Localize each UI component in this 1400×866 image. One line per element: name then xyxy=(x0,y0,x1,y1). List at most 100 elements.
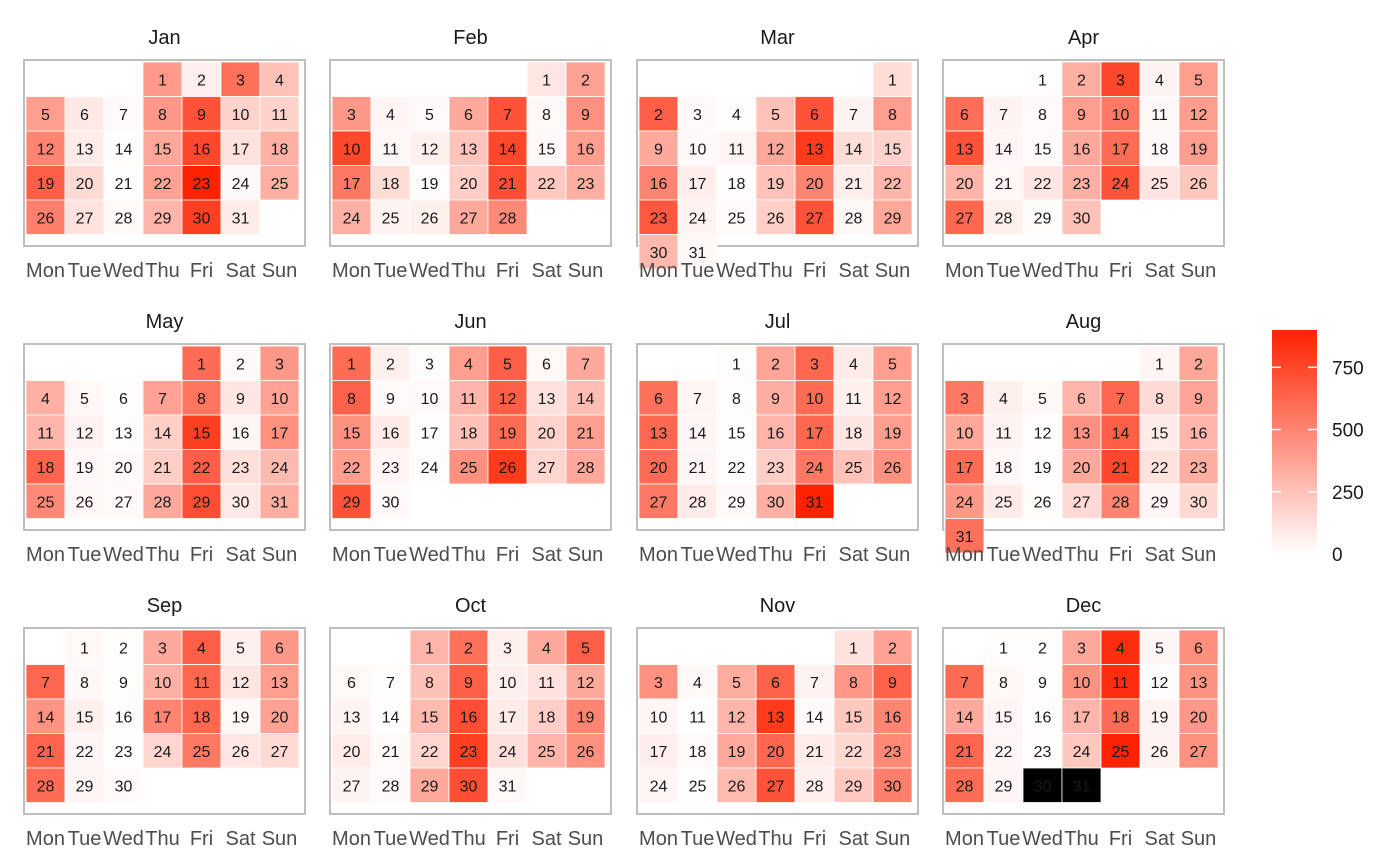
day-number: 8 xyxy=(347,391,356,408)
weekday-label: Wed xyxy=(1022,544,1063,566)
day-number: 9 xyxy=(654,141,663,158)
day-number: 29 xyxy=(193,494,211,511)
day-number: 3 xyxy=(158,640,167,657)
day-number: 9 xyxy=(197,107,206,124)
day-number: 18 xyxy=(37,460,55,477)
day-cell xyxy=(181,199,222,235)
day-cell xyxy=(142,165,183,201)
day-number: 4 xyxy=(542,640,551,657)
weekday-label: Sun xyxy=(568,260,604,282)
day-number: 24 xyxy=(343,210,361,227)
weekday-label: Mon xyxy=(26,260,65,282)
day-number: 2 xyxy=(888,640,897,657)
day-number: 18 xyxy=(382,176,400,193)
weekday-label: Sun xyxy=(262,260,298,282)
day-number: 10 xyxy=(343,141,361,158)
day-number: 1 xyxy=(849,640,858,657)
day-cell xyxy=(794,165,835,201)
day-number: 7 xyxy=(41,675,50,692)
day-number: 24 xyxy=(1073,744,1091,761)
day-number: 8 xyxy=(197,391,206,408)
day-cell xyxy=(1139,96,1180,132)
day-number: 1 xyxy=(197,356,206,373)
day-number: 10 xyxy=(1112,107,1130,124)
day-number: 7 xyxy=(999,107,1008,124)
day-number: 17 xyxy=(499,709,517,726)
day-number: 23 xyxy=(577,176,595,193)
day-number: 7 xyxy=(960,675,969,692)
day-cell xyxy=(1061,165,1102,201)
day-number: 3 xyxy=(1116,72,1125,89)
day-cell xyxy=(409,449,450,485)
day-number: 17 xyxy=(421,425,439,442)
weekday-label: Mon xyxy=(26,544,65,566)
day-cell xyxy=(487,664,528,700)
weekday-label: Wed xyxy=(409,544,450,566)
day-cell xyxy=(526,664,567,700)
day-cell xyxy=(1022,165,1063,201)
day-cell xyxy=(409,199,450,235)
day-number: 29 xyxy=(995,778,1013,795)
day-number: 13 xyxy=(650,425,668,442)
day-number: 22 xyxy=(1034,176,1052,193)
day-number: 10 xyxy=(271,391,289,408)
day-cell xyxy=(1022,664,1063,700)
day-number: 7 xyxy=(503,107,512,124)
day-number: 21 xyxy=(37,744,55,761)
day-number: 2 xyxy=(1038,640,1047,657)
day-number: 6 xyxy=(654,391,663,408)
day-cell xyxy=(1022,629,1063,665)
day-number: 17 xyxy=(1112,141,1130,158)
weekday-label: Tue xyxy=(374,260,408,282)
day-number: 3 xyxy=(1077,640,1086,657)
day-number: 11 xyxy=(1112,675,1129,692)
day-cell xyxy=(944,96,985,132)
day-cell xyxy=(448,698,489,734)
day-number: 25 xyxy=(538,744,556,761)
day-cell xyxy=(1178,380,1219,416)
day-cell xyxy=(677,698,718,734)
day-cell xyxy=(944,483,985,519)
weekday-label: Thu xyxy=(145,260,179,282)
day-cell xyxy=(142,414,183,450)
day-number: 14 xyxy=(689,425,707,442)
day-number: 25 xyxy=(382,210,400,227)
day-number: 8 xyxy=(542,107,551,124)
day-cell xyxy=(526,380,567,416)
weekday-label: Fri xyxy=(190,828,213,850)
day-number: 18 xyxy=(271,141,289,158)
day-number: 27 xyxy=(538,460,556,477)
day-number: 5 xyxy=(732,675,741,692)
day-number: 27 xyxy=(76,210,94,227)
weekday-label: Thu xyxy=(1064,260,1098,282)
day-cell xyxy=(487,96,528,132)
day-cell xyxy=(872,449,913,485)
day-number: 24 xyxy=(956,494,974,511)
day-cell xyxy=(872,664,913,700)
day-cell xyxy=(220,698,261,734)
day-cell xyxy=(1100,414,1141,450)
day-number: 16 xyxy=(1190,425,1208,442)
day-number: 16 xyxy=(767,425,785,442)
weekday-label: Wed xyxy=(1022,828,1063,850)
day-number: 20 xyxy=(1190,709,1208,726)
weekday-label: Fri xyxy=(803,544,826,566)
weekday-label: Thu xyxy=(451,260,485,282)
day-number: 15 xyxy=(1034,141,1052,158)
weekday-label: Fri xyxy=(1109,260,1132,282)
day-number: 8 xyxy=(425,675,434,692)
weekday-label: Fri xyxy=(1109,828,1132,850)
day-number: 28 xyxy=(845,210,863,227)
day-cell xyxy=(565,130,606,166)
day-cell xyxy=(25,664,66,700)
weekday-label: Thu xyxy=(758,260,792,282)
weekday-label: Wed xyxy=(716,828,757,850)
day-number: 25 xyxy=(689,778,707,795)
day-cell xyxy=(1061,767,1102,803)
day-cell xyxy=(1061,61,1102,97)
day-cell xyxy=(64,767,105,803)
day-number: 14 xyxy=(845,141,863,158)
day-cell xyxy=(983,733,1024,769)
day-cell xyxy=(677,767,718,803)
